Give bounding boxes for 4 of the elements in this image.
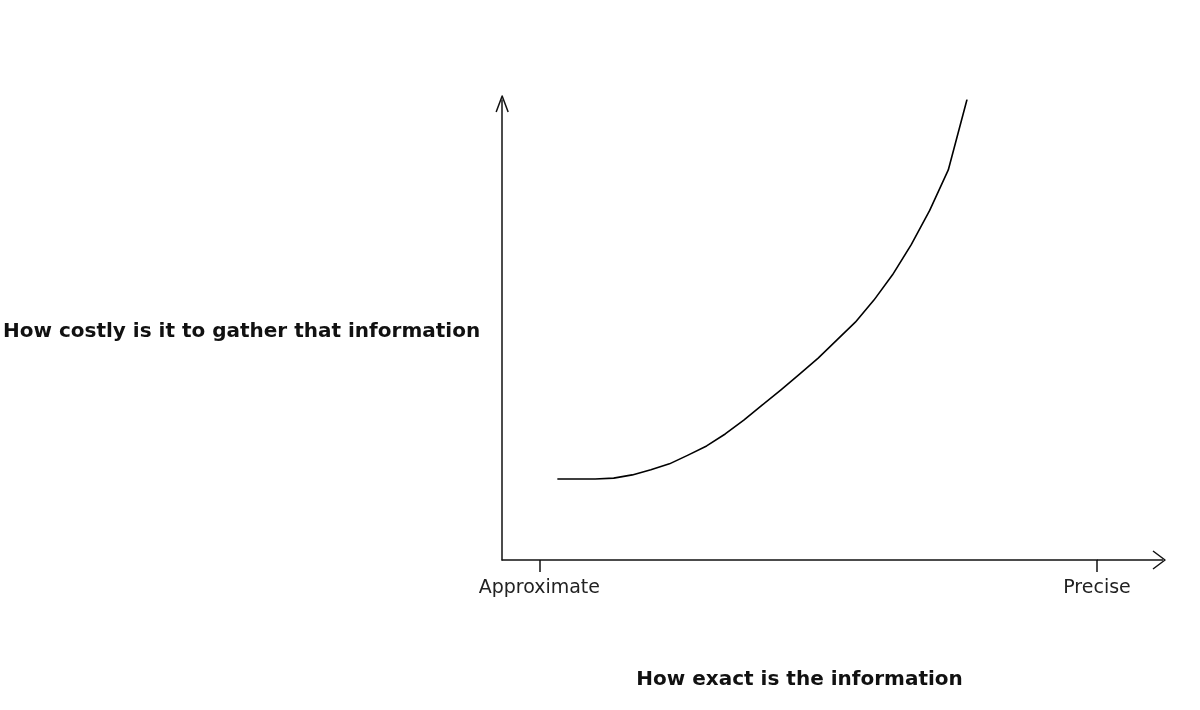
x-tick-label: Precise bbox=[1063, 574, 1131, 597]
x-tick-label: Approximate bbox=[478, 574, 601, 597]
y-axis-title: How costly is it to gather that information bbox=[2, 318, 481, 342]
x-axis-title: How exact is the information bbox=[636, 666, 963, 690]
